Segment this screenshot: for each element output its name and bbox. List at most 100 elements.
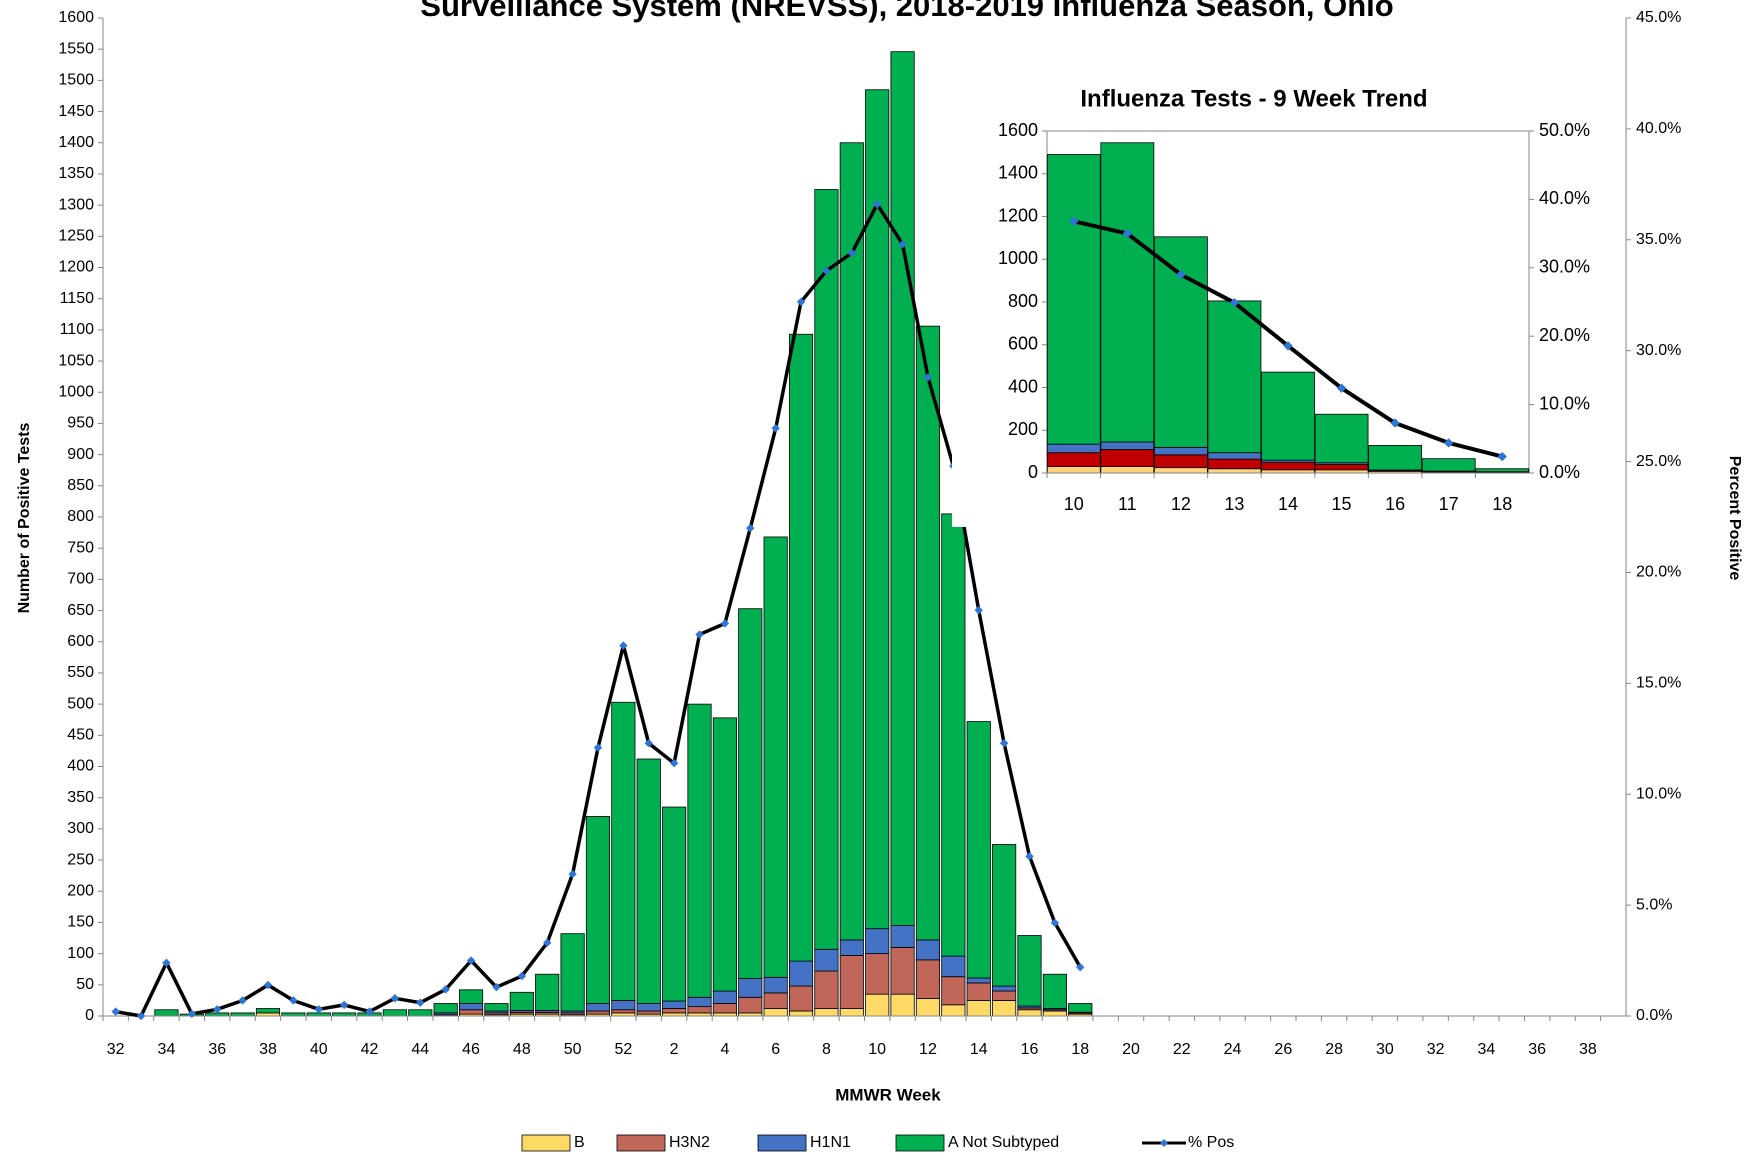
x-tick-label: 48 <box>513 1041 531 1058</box>
x-tick-label: 16 <box>1021 1041 1039 1058</box>
x-tick-label: 10 <box>868 1041 886 1058</box>
bar-segment <box>865 928 890 955</box>
y-tick-label: 1300 <box>58 196 94 213</box>
y-tick-label: 1000 <box>998 248 1038 268</box>
bar-segment <box>865 953 890 995</box>
x-tick-label: 8 <box>822 1041 831 1058</box>
bar-segment <box>1207 300 1262 454</box>
line-marker <box>771 424 780 433</box>
x-tick-label: 6 <box>771 1041 780 1058</box>
bar-segment <box>535 973 560 1011</box>
bar-segment <box>1046 466 1101 474</box>
bar-segment <box>408 1009 433 1017</box>
bar-segment <box>1017 1009 1042 1017</box>
x-tick-label: 22 <box>1173 1041 1191 1058</box>
bar-segment <box>915 325 941 941</box>
bar-segment <box>814 189 839 950</box>
line-marker <box>1076 963 1085 972</box>
legend-label: A Not Subtyped <box>948 1134 1059 1151</box>
line-marker <box>644 739 653 748</box>
bar-segment <box>1100 441 1155 450</box>
y2-tick-label: 35.0% <box>1636 231 1681 248</box>
y-tick-label: 600 <box>67 633 94 650</box>
line-marker <box>568 869 577 879</box>
line-marker <box>1390 418 1400 428</box>
y-tick-label: 200 <box>67 882 94 899</box>
y-tick-label: 650 <box>67 602 94 619</box>
line-marker <box>492 982 501 992</box>
bar-segment <box>941 955 966 978</box>
bar-segment <box>636 758 661 1004</box>
legend-swatch <box>757 1134 807 1152</box>
y2-tick-label: 40.0% <box>1539 188 1590 208</box>
bar-segment <box>1046 452 1101 467</box>
bar-segment <box>585 1003 611 1012</box>
line-marker <box>1336 383 1347 393</box>
x-tick-label: 50 <box>564 1041 582 1058</box>
x-tick-label: 32 <box>107 1041 125 1058</box>
bar-segment <box>687 1006 712 1014</box>
bar-segment <box>1153 454 1208 469</box>
line-marker <box>466 956 476 965</box>
bar-segment <box>712 717 737 992</box>
line-marker <box>263 980 273 990</box>
bar-segment <box>560 933 585 1012</box>
bar-segment <box>712 1003 737 1014</box>
x-tick-label: 15 <box>1332 494 1352 514</box>
bar-segment <box>585 1010 611 1015</box>
bar-segment <box>915 998 941 1017</box>
bar-segment <box>865 89 890 930</box>
line-marker <box>1176 269 1186 280</box>
y-tick-label: 550 <box>67 664 94 681</box>
bar-segment <box>788 985 814 1012</box>
legend-label: H3N2 <box>669 1134 710 1151</box>
x-tick-label: 38 <box>1579 1041 1597 1058</box>
y2-axis-title: Percent Positive <box>1726 456 1743 581</box>
line-marker <box>669 758 679 768</box>
bar-segment <box>865 993 890 1017</box>
bar-segment <box>712 990 737 1004</box>
chart-title: Influenza Tests - 9 Week Trend <box>1080 85 1427 112</box>
line-marker <box>517 971 527 981</box>
bar-segment <box>1100 449 1155 467</box>
bar-segment <box>1153 467 1208 474</box>
line-marker <box>1443 438 1454 448</box>
bar-segment <box>966 1000 991 1017</box>
y-tick-label: 50 <box>76 976 94 993</box>
bar-segment <box>763 1008 788 1017</box>
bar-segment <box>484 1003 509 1012</box>
legend-label: % Pos <box>1188 1134 1234 1151</box>
y-tick-label: 1400 <box>58 134 94 151</box>
line-marker <box>1122 228 1133 239</box>
x-tick-label: 18 <box>1492 494 1512 514</box>
bar-segment <box>458 989 484 1004</box>
bar-segment <box>992 985 1017 992</box>
y2-tick-label: 50.0% <box>1539 120 1590 140</box>
y-tick-label: 150 <box>67 914 94 931</box>
bar-segment <box>662 1000 687 1009</box>
line-marker <box>695 630 704 639</box>
bar-segment <box>788 1010 814 1017</box>
line-marker <box>136 1011 146 1021</box>
line-marker <box>898 240 907 249</box>
y2-tick-label: 25.0% <box>1636 453 1681 470</box>
x-tick-label: 11 <box>1118 494 1137 514</box>
y-tick-label: 1500 <box>58 72 94 89</box>
y-tick-label: 950 <box>67 415 94 432</box>
y2-tick-label: 5.0% <box>1636 896 1672 913</box>
bar-segment <box>839 142 864 941</box>
x-tick-label: 12 <box>919 1041 937 1058</box>
bar-segment <box>458 1009 484 1015</box>
y-tick-label: 400 <box>1008 376 1038 396</box>
bar-segment <box>1153 236 1208 448</box>
bar-segment <box>1261 371 1315 461</box>
line-marker <box>720 619 730 628</box>
line-marker <box>822 266 831 276</box>
bar-segment <box>458 1003 484 1011</box>
line-marker <box>162 958 171 967</box>
line-marker <box>746 523 755 533</box>
x-tick-label: 38 <box>259 1041 277 1058</box>
x-tick-label: 40 <box>310 1041 328 1058</box>
x-tick-label: 4 <box>720 1041 729 1058</box>
